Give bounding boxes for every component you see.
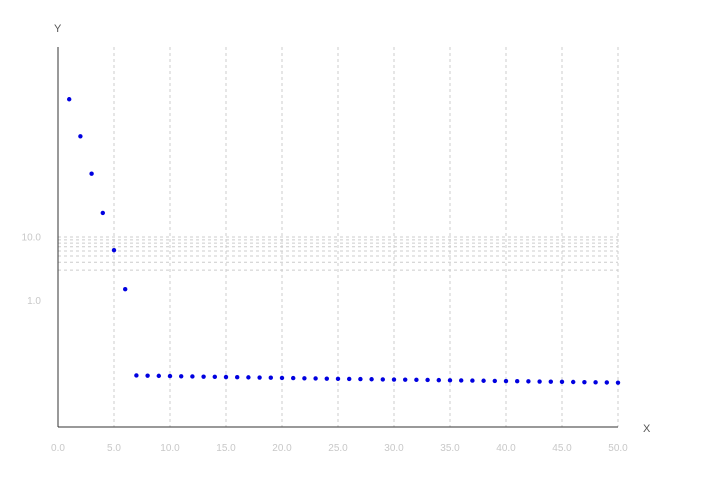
data-point — [100, 210, 106, 216]
data-point — [593, 380, 598, 385]
x-tick-label: 0.0 — [51, 443, 65, 454]
data-point — [89, 171, 94, 176]
data-point — [279, 375, 285, 381]
data-point — [134, 373, 139, 378]
data-point — [179, 374, 184, 379]
axes — [57, 47, 618, 428]
data-point — [492, 378, 497, 384]
data-point — [235, 374, 240, 380]
x-tick-label: 45.0 — [552, 443, 572, 454]
data-point — [414, 377, 419, 383]
data-point — [470, 378, 475, 383]
data-point — [347, 376, 352, 382]
data-point — [459, 378, 464, 383]
data-point — [123, 286, 128, 292]
data-point — [358, 376, 363, 382]
data-point — [537, 379, 542, 384]
data-point — [425, 377, 430, 383]
x-tick-label: 50.0 — [608, 443, 628, 454]
x-tick-label: 10.0 — [160, 443, 180, 454]
data-point — [313, 376, 318, 381]
data-point — [604, 380, 609, 385]
data-point — [503, 378, 509, 384]
data-point — [190, 374, 195, 379]
x-tick-label: 25.0 — [328, 443, 348, 454]
data-point — [291, 375, 296, 381]
tick-labels: 0.0 5.0 10.0 15.0 20.0 25.0 30.0 35.0 40.0 45.0 50… — [22, 233, 629, 455]
x-tick-label: 20.0 — [272, 443, 292, 454]
data-point — [571, 379, 576, 385]
x-tick-label: 15.0 — [216, 443, 236, 454]
data-point — [111, 247, 117, 253]
data-point — [335, 376, 341, 382]
data-point — [324, 376, 329, 381]
data-point — [67, 97, 72, 102]
y-tick-label: 1.0 — [27, 296, 41, 307]
x-axis-title: X — [643, 423, 651, 435]
data-point — [246, 375, 251, 380]
data-point — [515, 379, 520, 384]
x-tick-label: 5.0 — [107, 443, 121, 454]
data-point — [526, 379, 531, 384]
y-tick-label: 10.0 — [22, 233, 42, 244]
data-point — [268, 375, 273, 380]
data-point — [447, 378, 453, 383]
data-point — [403, 377, 408, 382]
data-point — [257, 375, 262, 380]
data-point — [615, 380, 621, 385]
data-point — [223, 374, 229, 380]
data-point — [391, 377, 397, 382]
data-point — [559, 379, 565, 385]
y-axis-title: Y — [54, 23, 62, 35]
x-tick-label: 35.0 — [440, 443, 460, 454]
data-point — [167, 373, 173, 379]
data-point — [201, 374, 206, 379]
data-point — [156, 373, 161, 379]
data-point — [302, 376, 307, 381]
data-point — [212, 374, 217, 380]
data-point — [369, 377, 374, 382]
data-point — [78, 134, 83, 139]
grid-lines — [58, 47, 619, 427]
data-point — [380, 377, 385, 382]
x-tick-label: 30.0 — [384, 443, 404, 454]
data-point — [145, 373, 150, 378]
x-tick-label: 40.0 — [496, 443, 516, 454]
data-point — [548, 379, 553, 384]
data-point — [481, 378, 486, 383]
data-point — [582, 379, 587, 385]
data-points — [67, 97, 621, 385]
data-point — [436, 377, 441, 383]
